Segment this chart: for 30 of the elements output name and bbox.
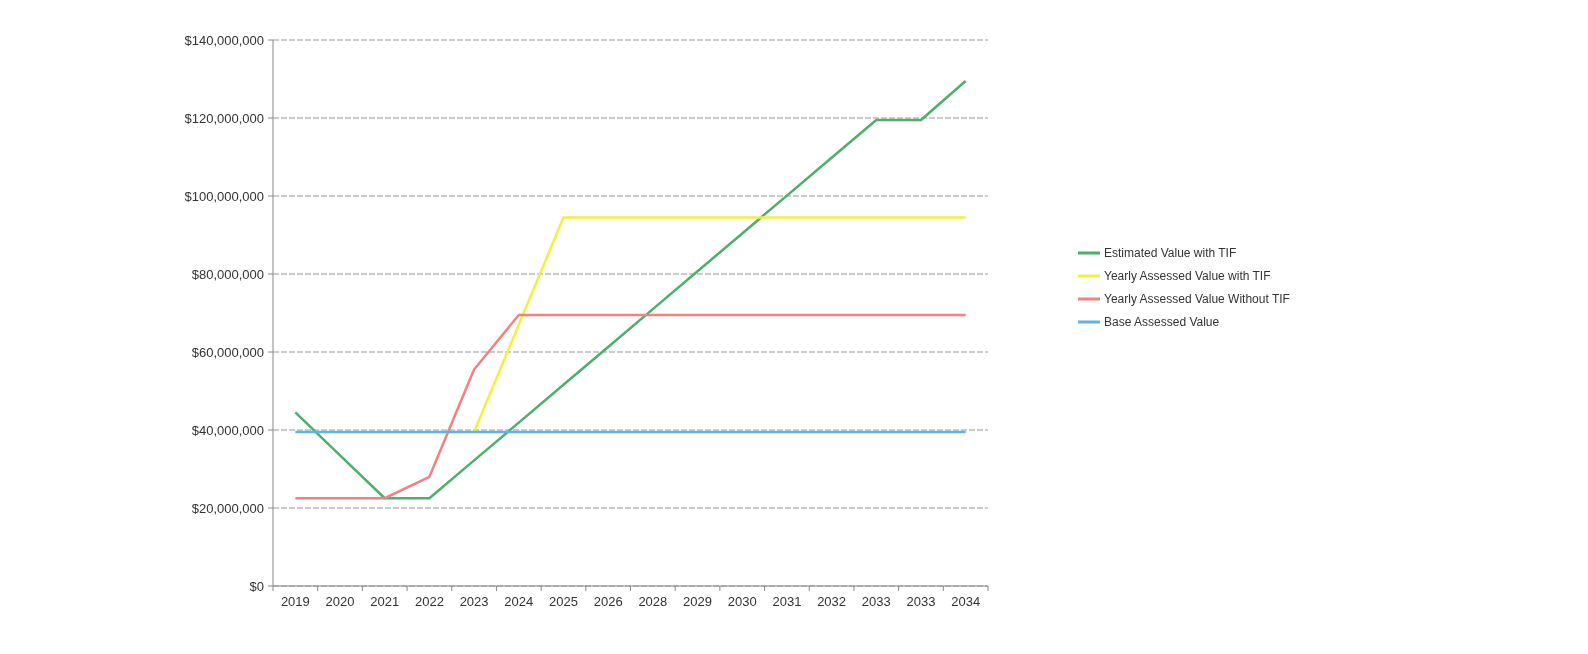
y-tick-label: $140,000,000 (184, 32, 264, 48)
x-tick-label: 2024 (504, 594, 534, 609)
x-tick-label: 2020 (325, 594, 355, 609)
line-series (294, 313, 967, 500)
legend-label: Base Assessed Value (1104, 315, 1220, 330)
x-tick-label: 2022 (414, 594, 444, 609)
x-tick-label: 2033 (906, 594, 936, 609)
y-tick-label: $20,000,000 (191, 500, 264, 516)
x-tick-label: 2030 (727, 594, 757, 609)
legend-label: Yearly Assessed Value with TIF (1104, 269, 1271, 284)
x-tick-label: 2026 (593, 594, 623, 609)
x-tick-label: 2034 (951, 594, 981, 609)
legend-label: Yearly Assessed Value Without TIF (1104, 292, 1290, 307)
line-series (294, 79, 967, 500)
x-tick-label: 2019 (280, 594, 310, 609)
x-tick-label: 2029 (683, 594, 712, 609)
y-tick-label: $80,000,000 (191, 266, 264, 282)
x-tick-label: 2031 (772, 594, 802, 609)
x-tick-label: 2023 (459, 594, 489, 609)
y-tick-label: $0 (249, 578, 264, 594)
legend-label: Estimated Value with TIF (1104, 246, 1237, 261)
y-tick-label: $120,000,000 (184, 110, 264, 126)
x-tick-label: 2032 (817, 594, 847, 609)
x-tick-label: 2021 (370, 594, 400, 609)
y-tick-label: $40,000,000 (191, 422, 264, 438)
y-tick-label: $100,000,000 (184, 188, 264, 204)
x-tick-label: 2025 (549, 594, 578, 609)
x-tick-label: 2028 (638, 594, 668, 609)
y-tick-label: $60,000,000 (191, 344, 264, 360)
x-tick-label: 2033 (861, 594, 891, 609)
